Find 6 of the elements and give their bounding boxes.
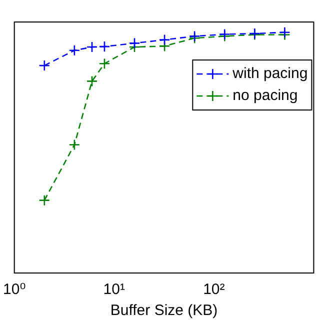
legend-label: with pacing xyxy=(232,65,308,82)
legend-label: no pacing xyxy=(232,87,298,104)
x-tick-label: 10² xyxy=(203,281,225,298)
x-axis-title: Buffer Size (KB) xyxy=(110,302,218,320)
x-tick-label: 10¹ xyxy=(103,281,125,298)
x-tick-label: 10⁰ xyxy=(2,281,26,298)
